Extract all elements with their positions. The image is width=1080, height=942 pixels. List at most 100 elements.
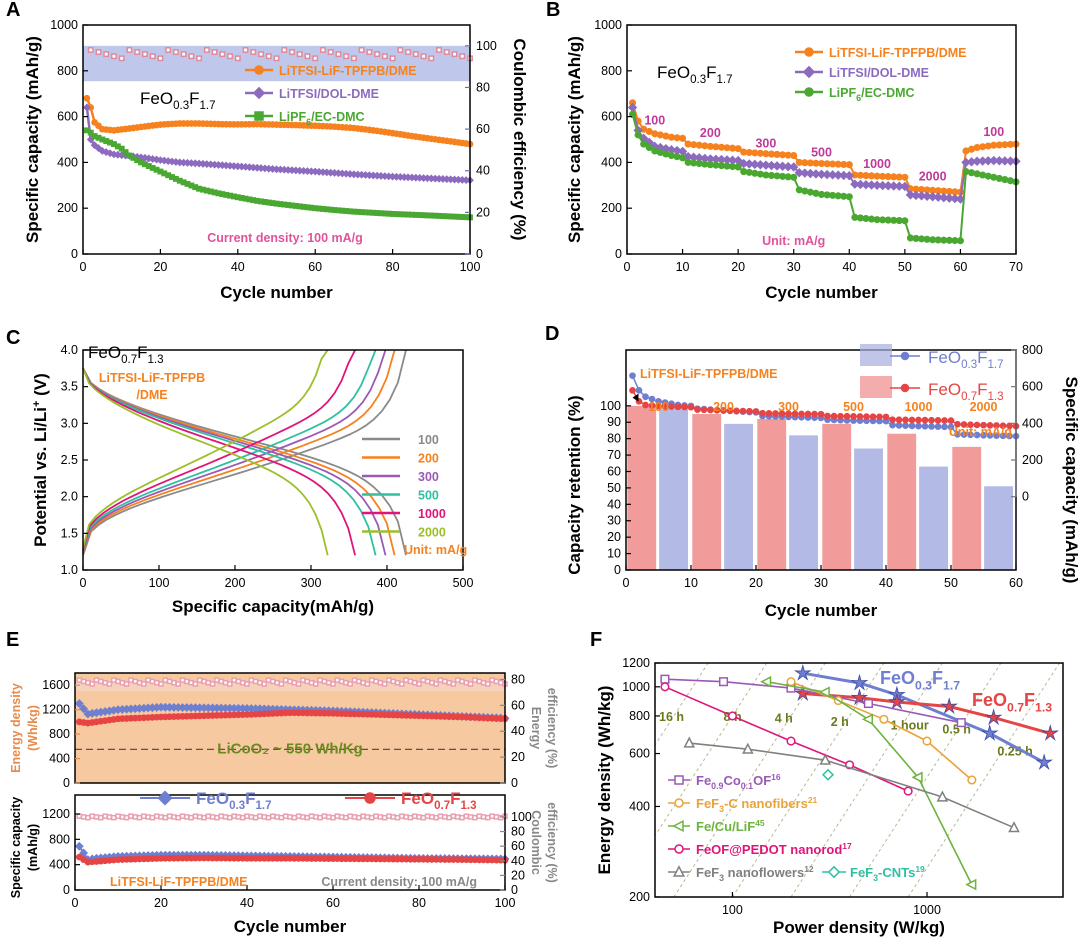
coulombic-point [291,814,298,821]
ce-point [180,51,187,58]
coulombic-point [209,814,216,820]
data-point [634,131,642,139]
efficiency-point [489,677,495,683]
data-point [767,150,776,158]
data-point [784,151,792,159]
y2-axis-label-top: efficiency (%) [545,688,559,769]
coulombic-point [153,813,160,819]
efficiency-point [351,677,358,683]
coulombic-point [373,813,379,819]
efficiency-point [334,677,341,683]
coulombic-point [450,813,457,819]
data-point [862,172,870,180]
data-point [660,674,670,684]
y2-tick-label: 80 [511,672,525,686]
y-tick-label: 30 [607,514,621,528]
data-point [751,169,759,177]
data-point [629,110,637,118]
efficiency-point [407,678,414,685]
legend-marker [804,47,814,57]
efficiency-point [308,679,315,686]
data-point [951,236,959,245]
data-point [965,878,977,891]
coulombic-point [85,814,91,821]
efficiency-point [128,677,134,683]
data-point [856,171,864,179]
data-point [906,234,914,242]
series-2 [82,103,474,185]
ce-point [289,49,295,56]
ce-point [157,55,164,62]
series-3 [83,127,473,221]
x-axis-label: Cycle number [765,601,878,620]
coulombic-point [179,813,186,819]
bar [724,423,753,570]
data-point [82,103,91,112]
coulombic-point [343,814,349,821]
coulombic-point [274,814,280,820]
x-tick-label: 20 [731,260,745,274]
data-point [733,407,740,415]
panel-label: B [546,0,560,21]
data-point [962,168,970,176]
data-point [778,410,786,418]
bar [659,405,688,570]
data-point [684,140,692,148]
bar [952,446,982,570]
efficiency-point [394,679,401,686]
data-point [837,412,844,420]
efficiency-point [89,681,95,687]
coulombic-point [261,814,267,820]
data-point [806,188,814,196]
data-point [934,423,942,430]
ce-point [141,51,148,58]
data-point [648,402,656,409]
electrolyte-label: LiTFSI-LiF-TPFPB/DME [110,875,247,889]
ce-point [211,49,218,56]
time-label: 16 h [659,710,684,724]
bar [919,466,948,570]
efficiency-point [119,679,126,686]
data-point [734,163,742,171]
data-point [986,422,994,429]
data-point [941,423,948,431]
data-point [923,235,931,243]
legend-marker [672,819,684,833]
x-axis-label: Specific capacity(mAh/g) [172,597,374,616]
y2-tick-label: 60 [511,839,525,853]
data-point [720,407,727,414]
data-point [818,686,830,698]
data-point [1001,176,1009,184]
y-tick-label: 0 [614,563,621,577]
data-point [973,170,981,178]
legend-marker [364,792,376,804]
rate-label: 2000 [919,170,947,184]
efficiency-point [356,678,362,685]
efficiency-point [141,681,147,687]
y-tick-label: 20 [607,530,621,544]
ce-point [335,51,342,58]
series-8 [822,768,835,781]
ce-point [459,53,466,60]
ce-point [319,47,326,53]
rate-label: 200 [700,126,721,140]
formula-label: FeO0.3F1.7​ [657,63,733,86]
coulombic-point [89,813,95,819]
efficiency-point [227,681,233,687]
data-point [811,410,818,418]
coulombic-point [80,814,87,820]
data-point [642,393,649,401]
panel-e: LiCoO₂ ~ 550 Wh/Kg0400800120016000204060… [6,629,559,936]
data-point [745,168,753,176]
data-point [667,133,676,141]
y-tick-label: 1200 [622,656,650,670]
coulombic-point [231,813,237,819]
data-point [819,753,832,765]
data-point [795,186,803,194]
ce-point [95,49,102,56]
legend-label: FeOF@PEDOT nanorod17 [696,841,852,857]
data-point [986,432,994,439]
efficiency-point [261,681,267,687]
data-point [779,172,787,180]
plot-frame [626,24,1017,255]
